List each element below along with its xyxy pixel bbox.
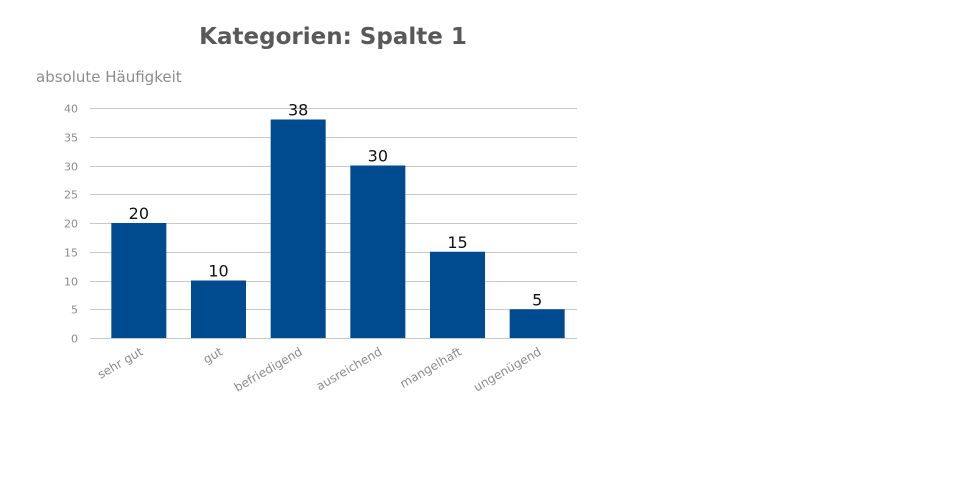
x-tick-label: mangelhaft bbox=[398, 344, 465, 391]
data-label: 5 bbox=[532, 290, 542, 309]
bar bbox=[430, 251, 485, 338]
y-axis-label: absolute Häufigkeit bbox=[36, 68, 182, 86]
data-label: 38 bbox=[288, 101, 308, 120]
data-label: 30 bbox=[368, 147, 388, 166]
y-tick-label: 35 bbox=[64, 132, 78, 145]
x-tick-label: sehr gut bbox=[95, 344, 145, 381]
y-tick-label: 15 bbox=[64, 247, 78, 260]
x-tick-label: befriedigend bbox=[232, 344, 305, 394]
data-labels: 20 10 38 30 15 5 bbox=[129, 101, 543, 310]
x-tick-label: ungenügend bbox=[471, 344, 544, 394]
bar bbox=[270, 119, 326, 338]
x-axis-ticks: sehr gut gut befriedigend ausreichend mangel… bbox=[95, 344, 544, 394]
bar bbox=[509, 309, 565, 338]
y-tick-label: 30 bbox=[64, 161, 78, 174]
y-tick-label: 5 bbox=[71, 304, 78, 317]
bar bbox=[111, 223, 167, 338]
y-tick-label: 25 bbox=[64, 189, 78, 202]
bar bbox=[350, 165, 406, 338]
chart-title: Kategorien: Spalte 1 bbox=[199, 24, 467, 50]
data-label: 15 bbox=[447, 233, 467, 252]
y-tick-label: 0 bbox=[71, 333, 78, 346]
y-axis-ticks: 0 5 10 15 20 25 30 35 40 bbox=[64, 103, 78, 346]
bar bbox=[191, 280, 246, 338]
y-tick-label: 40 bbox=[64, 103, 78, 116]
data-label: 10 bbox=[208, 262, 228, 281]
bars bbox=[111, 119, 565, 338]
gridlines bbox=[90, 108, 577, 339]
y-tick-label: 20 bbox=[64, 218, 78, 231]
x-tick-label: ausreichend bbox=[314, 344, 385, 393]
data-label: 20 bbox=[129, 204, 149, 223]
x-tick-label: gut bbox=[201, 344, 226, 366]
y-tick-label: 10 bbox=[64, 276, 78, 289]
